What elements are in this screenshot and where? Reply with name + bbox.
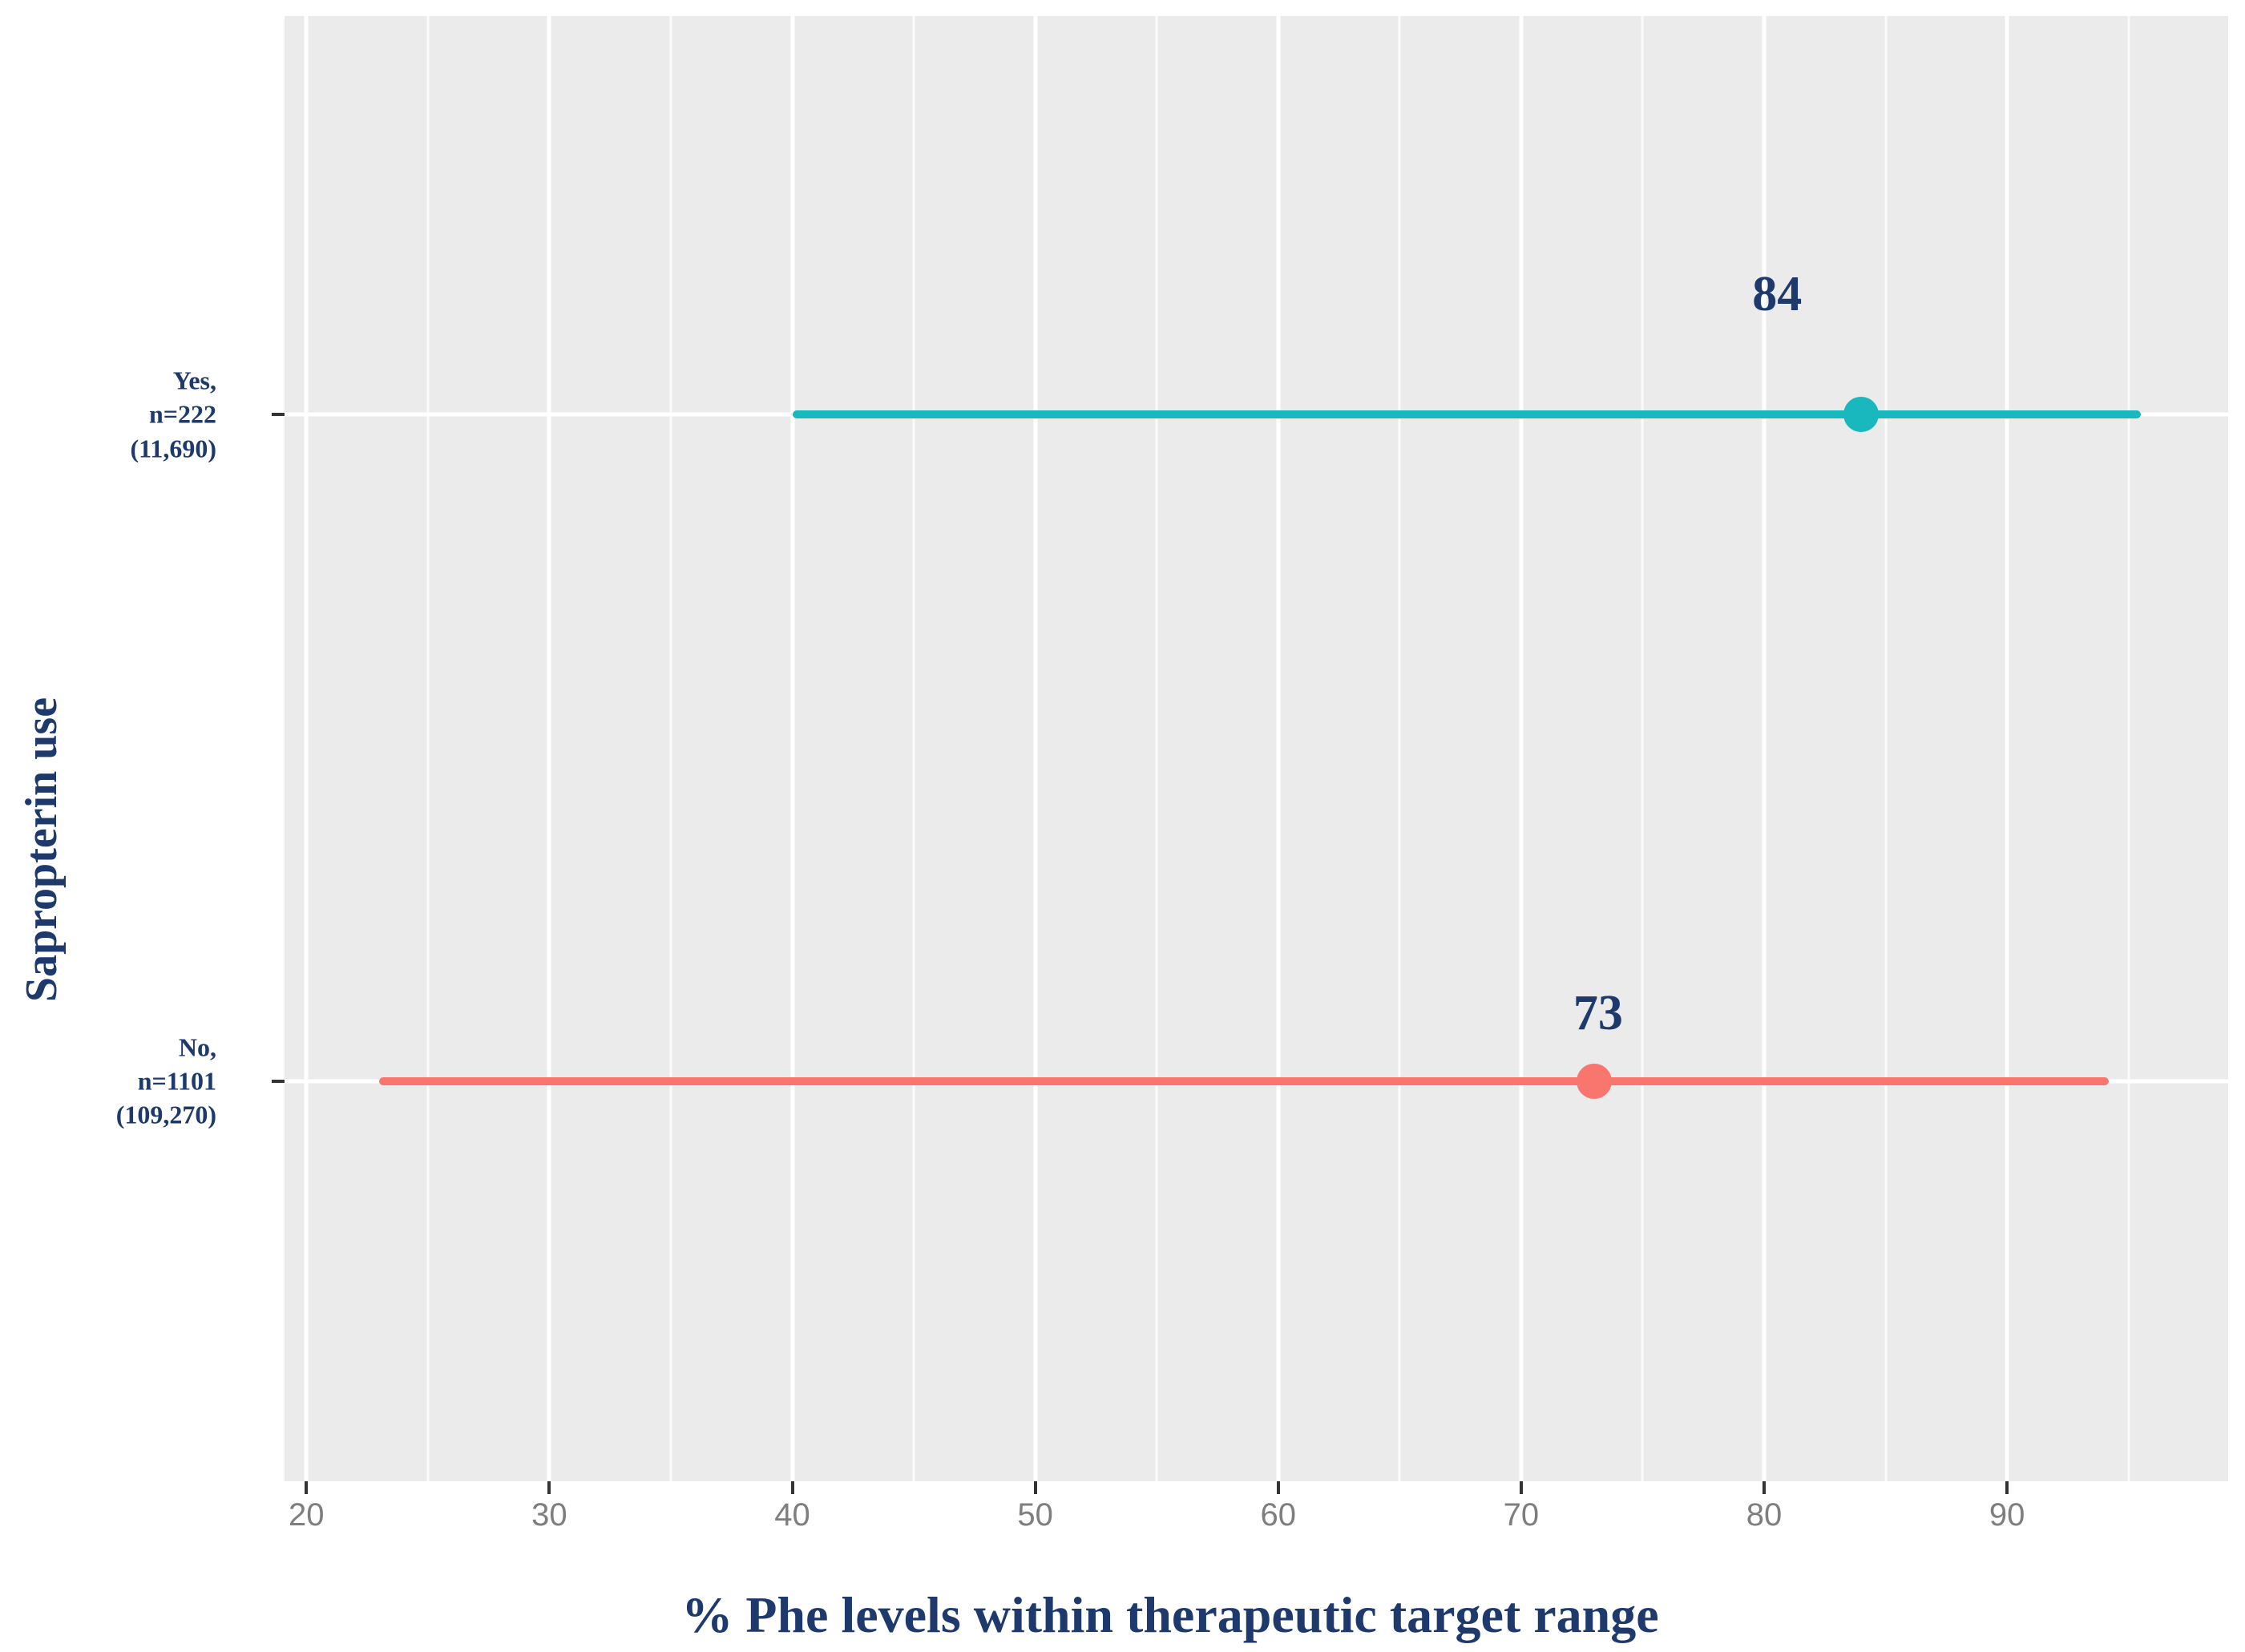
gridline-major (790, 16, 795, 1481)
x-tick-label: 30 (531, 1497, 567, 1533)
x-tick (1762, 1481, 1767, 1494)
plot-panel: 84 73 (285, 16, 2228, 1481)
gridline-minor (1398, 16, 1401, 1481)
x-tick-label: 90 (1989, 1497, 2025, 1533)
category-label-line: Yes, (172, 366, 216, 395)
x-tick-label: 40 (774, 1497, 810, 1533)
category-label-line: (109,270) (115, 1101, 216, 1130)
gridline-minor (2127, 16, 2130, 1481)
x-tick (305, 1481, 309, 1494)
data-point-yes (1843, 397, 1880, 433)
value-label-yes: 84 (1752, 267, 1803, 322)
category-label-line: No, (178, 1032, 216, 1062)
gridline-major (1033, 16, 1038, 1481)
gridline-minor (1641, 16, 1644, 1481)
gridline-major (547, 16, 551, 1481)
gridline-minor (1155, 16, 1158, 1481)
gridline-major (1519, 16, 1524, 1481)
data-point-no (1576, 1063, 1612, 1099)
gridline-minor (426, 16, 430, 1481)
category-label-line: n=1101 (137, 1066, 216, 1096)
ci-line-no (379, 1076, 2110, 1085)
value-label-no: 73 (1573, 985, 1623, 1040)
x-tick-label: 20 (289, 1497, 325, 1533)
gridline-minor (669, 16, 672, 1481)
y-axis: Yes, n=222 (11,690) No, n=1101 (109,270) (0, 16, 285, 1481)
ci-line-yes (792, 410, 2141, 419)
gridline-major (304, 16, 309, 1481)
gridline-major (1276, 16, 1281, 1481)
x-tick-label: 50 (1017, 1497, 1053, 1533)
x-tick-label: 80 (1746, 1497, 1783, 1533)
x-tick (1276, 1481, 1280, 1494)
y-tick-no (272, 1079, 285, 1083)
x-tick-label: 60 (1260, 1497, 1297, 1533)
gridline-minor (1884, 16, 1888, 1481)
x-tick-label: 70 (1503, 1497, 1540, 1533)
x-tick (547, 1481, 551, 1494)
category-label-no: No, n=1101 (109,270) (116, 1031, 216, 1133)
x-axis-title: % Phe levels within therapeutic target r… (681, 1586, 1659, 1643)
x-tick (790, 1481, 794, 1494)
category-label-line: n=222 (148, 400, 216, 430)
y-tick-yes (272, 413, 285, 417)
x-axis: 20 30 40 50 60 70 80 90 (285, 1481, 2228, 1577)
category-label-line: (11,690) (130, 434, 216, 463)
gridline-major (1762, 16, 1767, 1481)
category-label-yes: Yes, n=222 (11,690) (130, 364, 216, 466)
gridline-minor (912, 16, 915, 1481)
x-tick (2005, 1481, 2009, 1494)
y-axis-title: Sapropterin use (17, 697, 67, 1003)
x-tick (1033, 1481, 1037, 1494)
gridline-major (2005, 16, 2009, 1481)
x-tick (1519, 1481, 1523, 1494)
